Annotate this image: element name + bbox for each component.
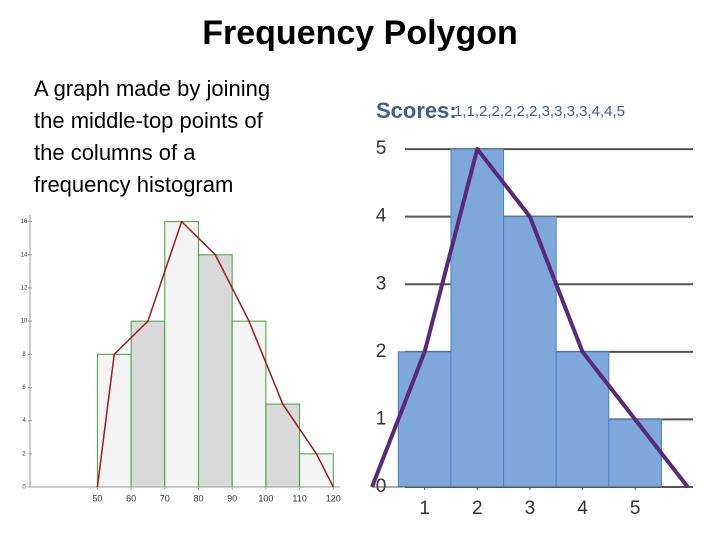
y-tick-label: 4: [376, 206, 387, 227]
y-tick-label: 12: [21, 286, 28, 292]
body-line: the middle-top points of: [34, 108, 264, 133]
y-tick-label: 6: [22, 385, 26, 391]
frequency-polygon: [96, 220, 334, 488]
x-tick-label: 2: [472, 498, 483, 519]
x-tick-label: 80: [193, 493, 203, 503]
chart-title: Scores:: [376, 98, 457, 123]
x-tick-label: 120: [326, 493, 341, 503]
bar: [450, 148, 505, 488]
x-tick-label: 5: [630, 498, 641, 519]
bar: [96, 353, 132, 488]
x-tick-label: 4: [577, 498, 588, 519]
slide-title: Frequency Polygon: [202, 14, 518, 52]
chart-subtitle: 1,1,2,2,2,2,2,3,3,3,3,4,4,5: [454, 103, 625, 120]
y-tick-label: 10: [21, 319, 28, 325]
bar: [164, 221, 199, 488]
y-tick-label: 3: [376, 273, 387, 294]
y-tick-label: 2: [376, 341, 387, 362]
bar: [299, 453, 334, 488]
x-tick-label: 60: [126, 493, 136, 503]
y-tick-label: 1: [376, 408, 387, 429]
x-tick-label: 1: [419, 498, 430, 519]
bar: [608, 418, 662, 488]
frequency-polygon: [370, 147, 690, 489]
bar: [265, 403, 301, 488]
body-line: frequency histogram: [34, 172, 233, 197]
y-tick-label: 2: [22, 451, 26, 457]
bar: [197, 254, 233, 488]
bar: [130, 320, 166, 488]
body-line: the columns of a: [34, 140, 196, 165]
x-tick-label: 90: [227, 493, 237, 503]
x-tick-label: 3: [525, 498, 536, 519]
y-tick-label: 5: [376, 138, 387, 159]
y-tick-label: 0: [22, 485, 26, 491]
bar: [397, 351, 452, 488]
y-tick-label: 16: [21, 219, 28, 225]
bar: [555, 351, 610, 488]
bar: [503, 216, 557, 488]
x-tick-label: 70: [160, 493, 170, 503]
x-tick-label: 50: [92, 493, 102, 503]
y-tick-label: 14: [21, 252, 28, 258]
y-tick-label: 8: [22, 352, 26, 358]
x-tick-label: 110: [292, 493, 306, 503]
bar: [231, 320, 267, 488]
body-line: A graph made by joining: [34, 76, 270, 101]
y-tick-label: 4: [22, 418, 26, 424]
x-tick-label: 100: [258, 493, 273, 503]
